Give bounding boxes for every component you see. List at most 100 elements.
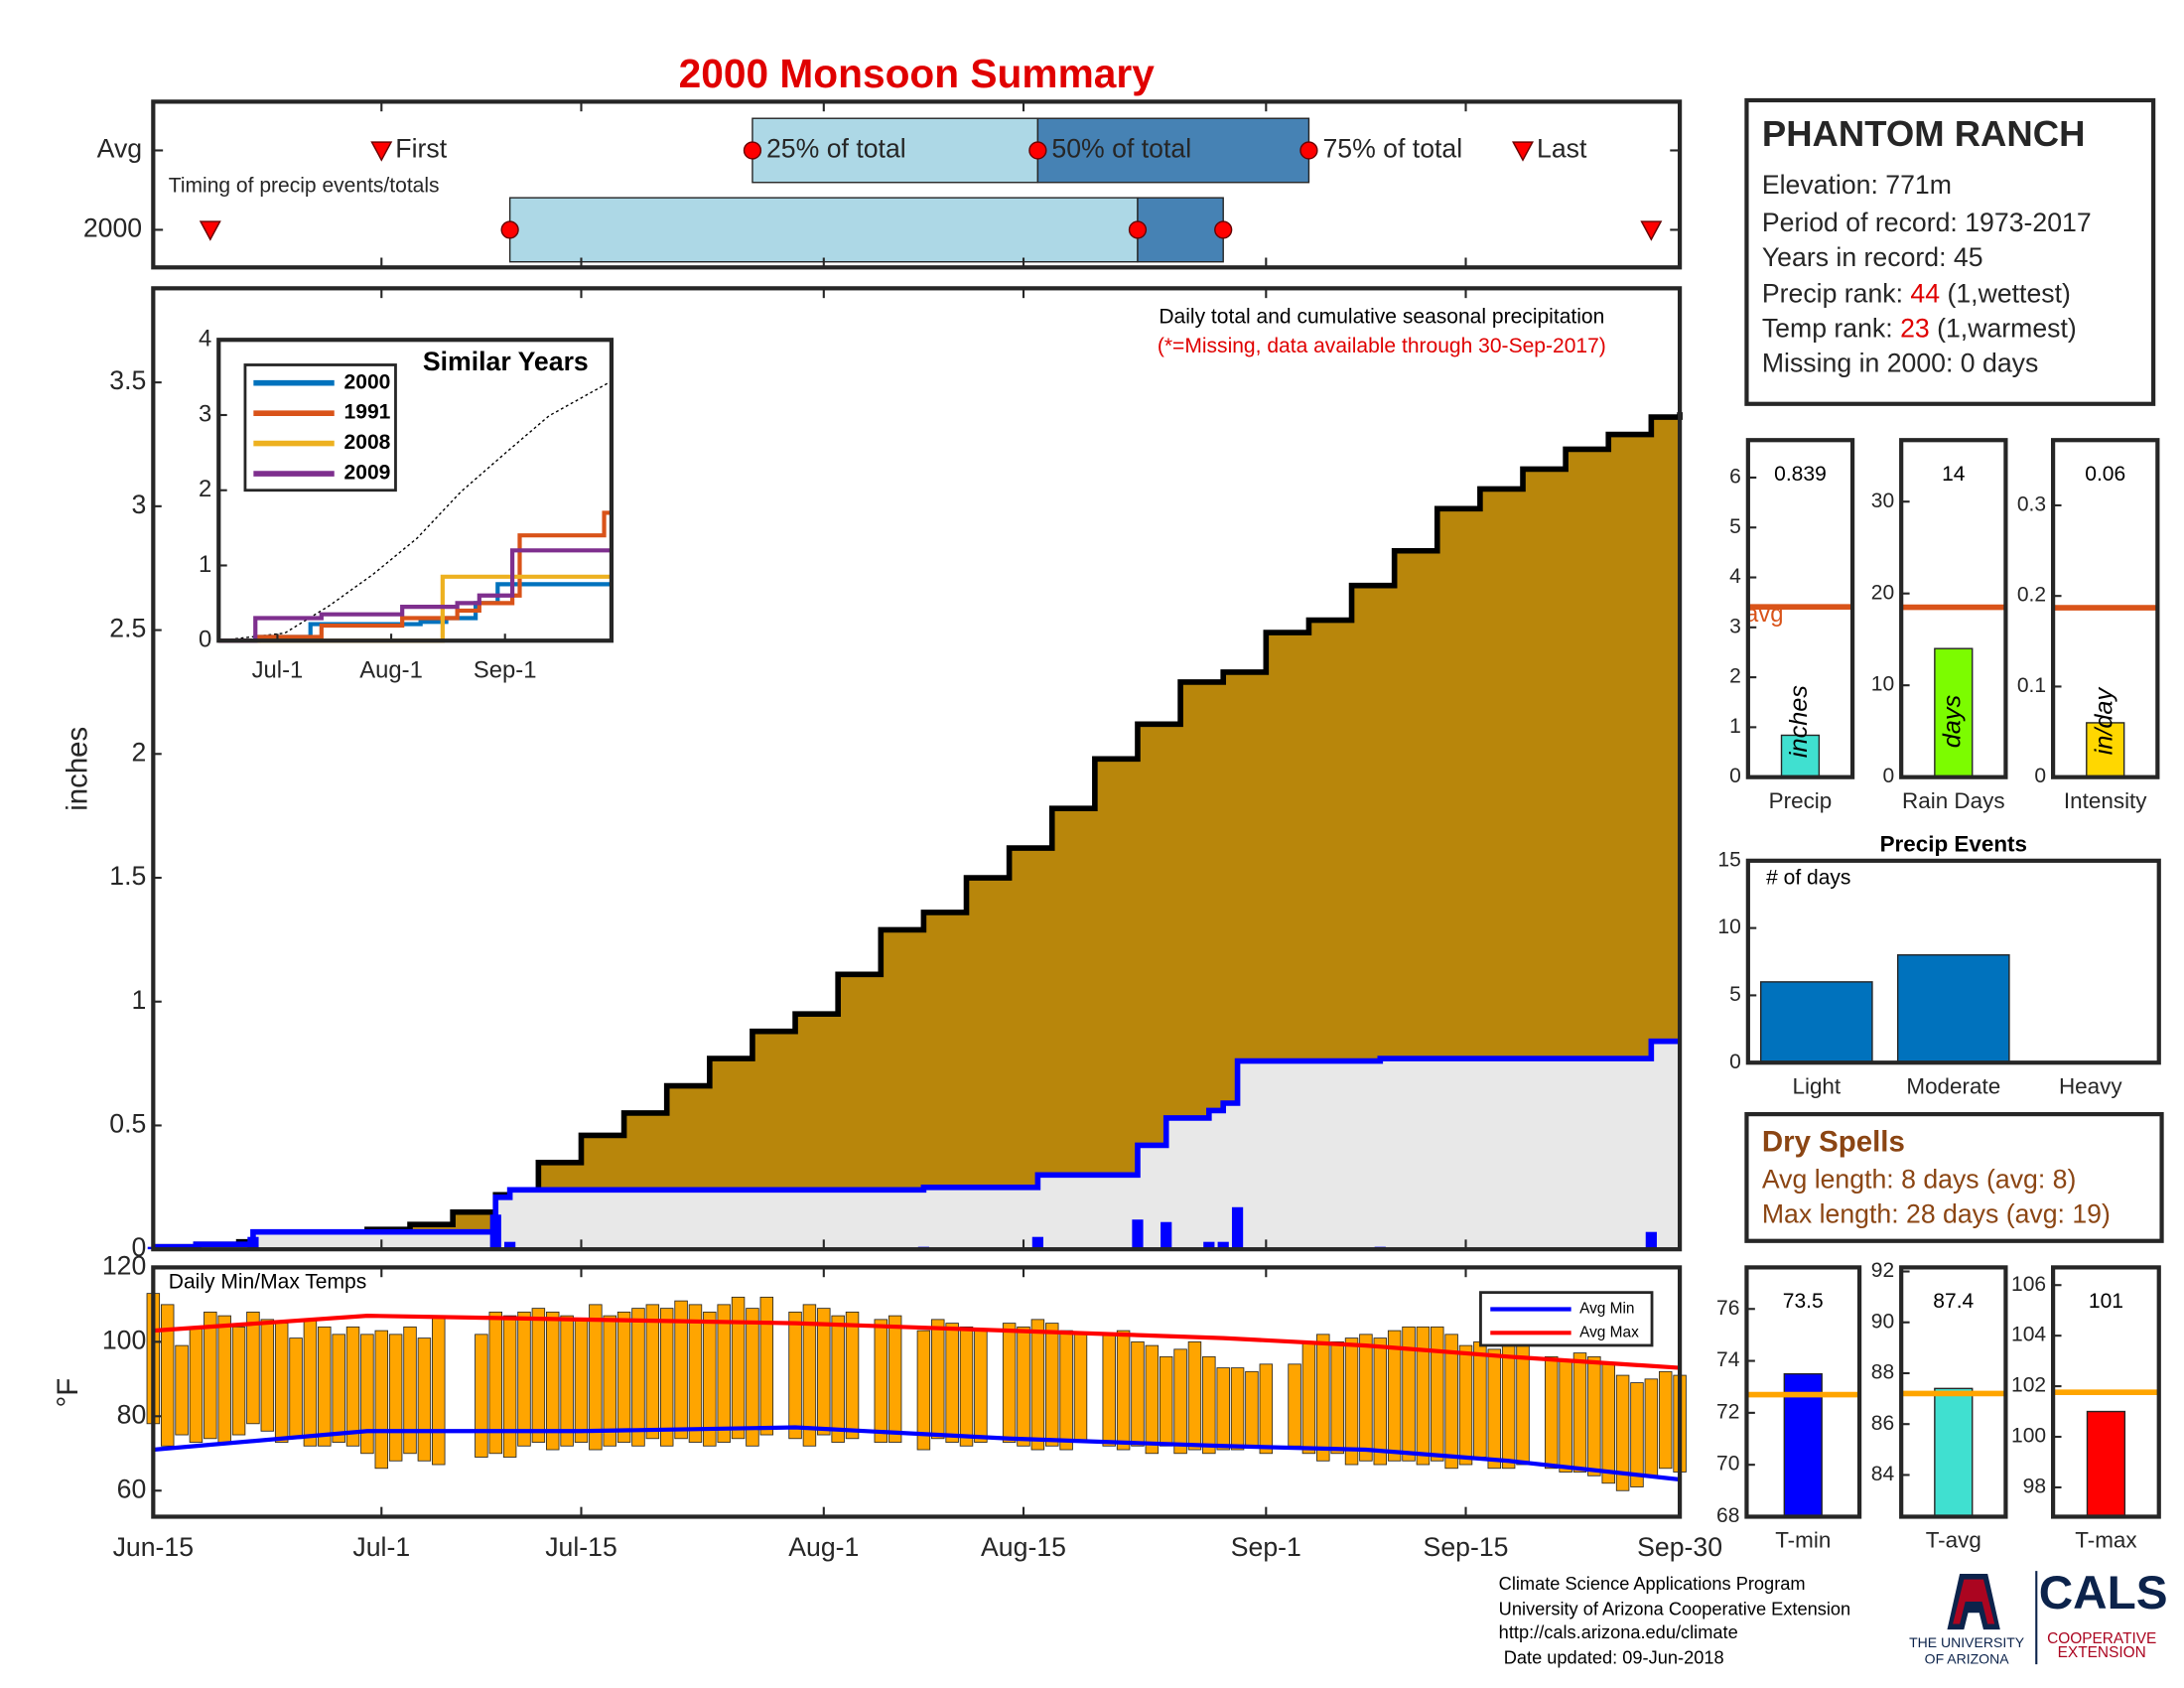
- temp-range-bar: [1601, 1363, 1615, 1484]
- temp-range-bar: [217, 1315, 231, 1443]
- y-tick-label: 100: [102, 1325, 146, 1354]
- y-tick-label: 100: [2011, 1425, 2046, 1448]
- temp-range-bar: [759, 1296, 774, 1436]
- station-period: Period of record: 1973-2017: [1762, 208, 2092, 237]
- temp-range-bar: [403, 1326, 417, 1455]
- cals-text: EXTENSION: [2058, 1644, 2146, 1661]
- temp-range-bar: [831, 1315, 845, 1443]
- temp-range-bar: [432, 1315, 446, 1466]
- percent-marker: [1028, 141, 1047, 160]
- temp-range-bar: [1073, 1334, 1088, 1443]
- y-tick-label: 5: [1729, 983, 1741, 1006]
- missing-note: (*=Missing, data available through 30-Se…: [1158, 335, 1606, 357]
- temp-range-bar: [1259, 1363, 1274, 1455]
- bar: [1760, 981, 1873, 1063]
- y-tick-label: 0: [131, 1232, 146, 1262]
- percent-marker: [1128, 220, 1148, 239]
- y-tick-label: 90: [1871, 1310, 1894, 1333]
- value-label: 73.5: [1783, 1290, 1824, 1313]
- temp-range-bar: [589, 1304, 603, 1451]
- temp-rank: Temp rank: 23 (1,warmest): [1762, 313, 2077, 343]
- y-tick-label: 20: [1871, 581, 1894, 604]
- y-tick-label: 0.2: [2017, 584, 2046, 607]
- y-tick-label: 1: [1729, 715, 1741, 738]
- temp-range-bar: [1216, 1367, 1230, 1451]
- y-tick-label: 10: [1871, 673, 1894, 696]
- temp-range-bar: [1002, 1323, 1017, 1443]
- x-tick-label: Light: [1792, 1073, 1841, 1098]
- chart-title: Daily Min/Max Temps: [169, 1270, 366, 1293]
- axes-frame: [1899, 438, 2008, 779]
- temp-range-bar: [659, 1308, 674, 1447]
- temp-range-bar: [688, 1304, 703, 1443]
- temp-range-bar: [1131, 1340, 1145, 1447]
- y-tick-label: 0.1: [2017, 674, 2046, 697]
- temp-range-bar: [1059, 1330, 1073, 1451]
- temp-range-bar: [1145, 1344, 1160, 1455]
- temp-range-bar: [1487, 1348, 1501, 1470]
- marker-label: 25% of total: [766, 134, 906, 164]
- x-label: Intensity: [2064, 788, 2147, 813]
- daily-precip-bar: [1231, 1206, 1244, 1250]
- y-tick-label: 60: [117, 1474, 147, 1503]
- legend-label: 1991: [344, 401, 391, 424]
- x-tick-label: Jul-1: [352, 1532, 410, 1562]
- y-tick-label: 92: [1871, 1259, 1894, 1282]
- temp-range-bar: [1301, 1340, 1316, 1455]
- y-tick-label: 106: [2011, 1273, 2046, 1296]
- temp-range-bar: [717, 1304, 731, 1443]
- y-tick-label: 0: [199, 627, 211, 653]
- y-tick-label: 2: [199, 476, 211, 502]
- axes-frame: [151, 99, 1683, 270]
- x-tick-label: Sep-30: [1637, 1532, 1722, 1562]
- x-tick-label: Jul-15: [545, 1532, 617, 1562]
- value-label: 101: [2089, 1290, 2123, 1313]
- marker-label: 50% of total: [1051, 134, 1191, 164]
- inset-title: Similar Years: [423, 347, 589, 376]
- y-tick-label: 104: [2011, 1324, 2046, 1346]
- axes-frame: [2051, 438, 2160, 779]
- temp-range-bar: [345, 1326, 360, 1447]
- cals-logo: CALS: [2039, 1567, 2168, 1619]
- footer-line: University of Arizona Cooperative Extens…: [1499, 1598, 1850, 1618]
- temp-range-bar: [1572, 1352, 1587, 1473]
- legend-label: Avg Min: [1579, 1301, 1634, 1318]
- y-tick-label: 0: [1882, 765, 1894, 787]
- value-label: 87.4: [1933, 1290, 1974, 1313]
- daily-precip-bar: [247, 1236, 259, 1250]
- temp-range-bar: [1230, 1367, 1245, 1451]
- temp-range-bar: [1045, 1323, 1059, 1447]
- temp-range-bar: [1559, 1359, 1572, 1473]
- temp-range-bar: [817, 1308, 831, 1436]
- temp-range-bar: [204, 1311, 217, 1440]
- unit-label: days: [1938, 695, 1966, 749]
- temp-range-bar: [1159, 1355, 1173, 1447]
- cals-text: COOPERATIVE: [2047, 1630, 2156, 1647]
- x-tick-label: Sep-1: [1231, 1532, 1301, 1562]
- quartile-box: [1036, 117, 1310, 184]
- y-tick-label: 86: [1871, 1412, 1894, 1435]
- y-tick-label: 3: [1729, 615, 1741, 637]
- x-tick-label: Sep-1: [474, 656, 537, 683]
- legend-label: 2008: [344, 431, 391, 454]
- precip-rank-note: (1,wettest): [1947, 278, 2070, 308]
- temp-range-bar: [1030, 1319, 1045, 1451]
- temp-range-bar: [1187, 1340, 1202, 1451]
- bar: [2086, 1410, 2126, 1518]
- y-tick-label: 74: [1716, 1348, 1740, 1371]
- y-tick-label: 3: [131, 490, 146, 519]
- daily-precip-bar: [1645, 1231, 1657, 1250]
- station-missing: Missing in 2000: 0 days: [1762, 349, 2038, 378]
- temp-range-bar: [274, 1323, 289, 1443]
- y-tick-label: 1: [199, 551, 211, 578]
- daily-precip-bar: [1203, 1241, 1215, 1250]
- dry-spells-avg: Avg length: 8 days (avg: 8): [1762, 1164, 2076, 1194]
- chart-note: Daily total and cumulative seasonal prec…: [1159, 305, 1604, 328]
- temp-range-bar: [788, 1311, 802, 1440]
- ua-logo-a-inner: [1953, 1579, 1995, 1624]
- avg-temp-line: [153, 1425, 1681, 1482]
- temp-range-bar: [631, 1308, 645, 1447]
- precip-rank: Precip rank: 44 (1,wettest): [1762, 278, 2071, 308]
- marker-label: First: [395, 134, 447, 164]
